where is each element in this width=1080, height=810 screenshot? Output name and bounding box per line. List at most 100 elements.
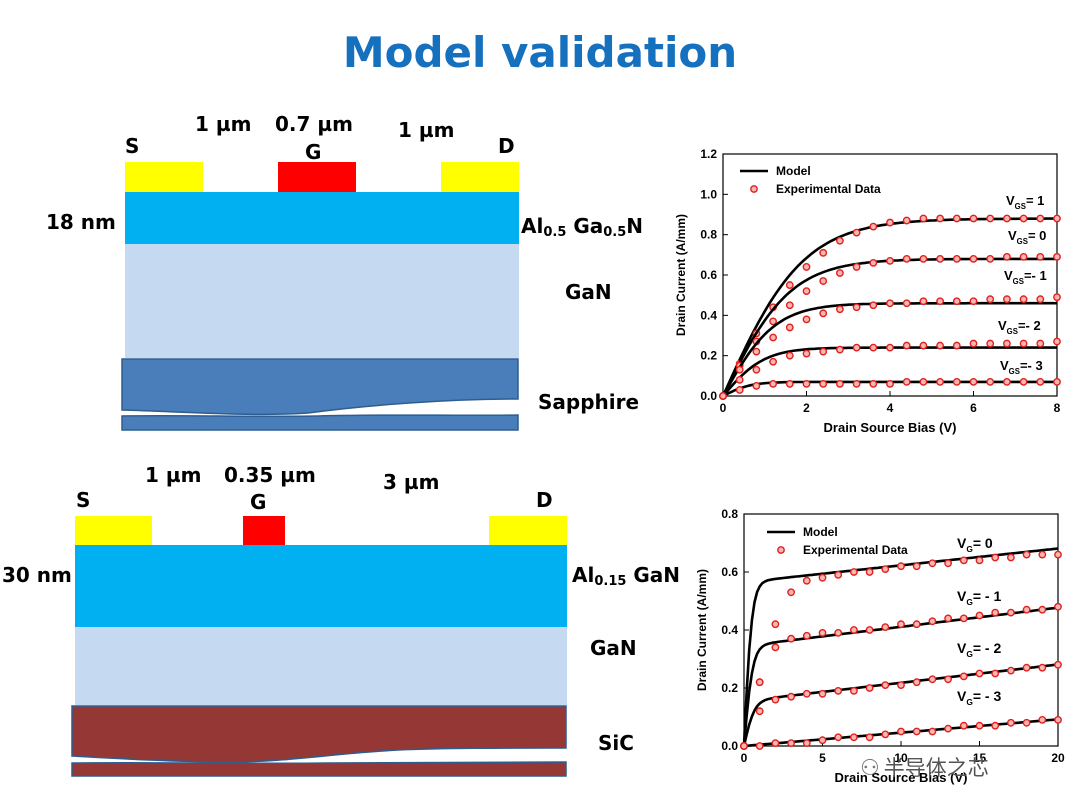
experimental-point bbox=[1053, 293, 1061, 302]
legend-model-label: Model bbox=[803, 525, 838, 539]
experimental-point bbox=[936, 214, 944, 223]
experimental-point bbox=[969, 254, 978, 263]
experimental-point bbox=[1003, 377, 1011, 386]
experimental-point bbox=[769, 379, 777, 388]
experimental-point bbox=[752, 347, 761, 356]
experimental-point bbox=[818, 689, 827, 698]
sg-gap-label-2: 1 µm bbox=[145, 463, 202, 487]
experimental-point bbox=[1007, 718, 1015, 727]
experimental-point bbox=[735, 386, 744, 394]
sg-gap-label-1: 1 µm bbox=[195, 112, 252, 136]
experimental-point bbox=[834, 733, 843, 742]
experimental-point bbox=[881, 681, 890, 689]
page-title: Model validation bbox=[342, 28, 738, 77]
experimental-point bbox=[986, 214, 995, 223]
substrate-layer-1 bbox=[121, 358, 519, 431]
watermark: ⚇ 半导体之芯 bbox=[860, 752, 989, 782]
experimental-point bbox=[986, 254, 995, 263]
y-tick-label: 0.0 bbox=[700, 389, 717, 403]
curve-label: VGS= 1 bbox=[1006, 193, 1044, 211]
experimental-point bbox=[1003, 295, 1011, 304]
curve-label: VGS=- 3 bbox=[1000, 358, 1043, 376]
experimental-point bbox=[1054, 550, 1062, 559]
experimental-point bbox=[852, 228, 861, 237]
experimental-point bbox=[850, 626, 858, 634]
legend-experimental-label: Experimental Data bbox=[803, 543, 908, 557]
experimental-point bbox=[836, 236, 844, 245]
experimental-point bbox=[944, 614, 952, 623]
experimental-point bbox=[818, 573, 827, 582]
experimental-point bbox=[1054, 716, 1062, 724]
y-tick-label: 0.4 bbox=[721, 623, 738, 637]
experimental-point bbox=[852, 379, 861, 388]
experimental-point bbox=[1007, 553, 1015, 562]
experimental-point bbox=[771, 620, 780, 629]
experimental-point bbox=[928, 617, 937, 626]
experimental-point bbox=[1038, 663, 1047, 672]
curve-label: VG= - 3 bbox=[957, 688, 1001, 707]
experimental-point bbox=[735, 375, 744, 384]
experimental-point bbox=[902, 341, 911, 350]
experimental-point bbox=[834, 629, 843, 637]
curve-label: VG= - 1 bbox=[957, 588, 1001, 607]
experimental-point bbox=[852, 303, 861, 312]
experimental-point bbox=[836, 269, 844, 277]
experimental-point bbox=[1038, 716, 1047, 724]
experimental-point bbox=[1053, 377, 1061, 386]
experimental-point bbox=[991, 669, 1000, 678]
experimental-point bbox=[886, 299, 894, 308]
experimental-point bbox=[1003, 339, 1011, 348]
experimental-point bbox=[834, 687, 843, 695]
experimental-point bbox=[969, 377, 978, 386]
curve-label: VG= - 2 bbox=[957, 640, 1001, 659]
gate-label-2: G bbox=[250, 490, 267, 514]
experimental-point bbox=[836, 345, 844, 354]
channel-layer-2 bbox=[75, 627, 567, 705]
experimental-point bbox=[919, 254, 928, 263]
experimental-point bbox=[869, 258, 878, 267]
experimental-point bbox=[1038, 605, 1047, 614]
experimental-point bbox=[902, 216, 911, 225]
experimental-point bbox=[969, 214, 978, 223]
y-tick-label: 1.2 bbox=[700, 147, 717, 161]
legend-model-label: Model bbox=[776, 164, 811, 178]
y-tick-label: 0.6 bbox=[721, 565, 738, 579]
experimental-point bbox=[1022, 663, 1031, 672]
experimental-point bbox=[1036, 295, 1045, 304]
experimental-point bbox=[852, 343, 861, 352]
barrier-thickness-label-2: 30 nm bbox=[2, 563, 72, 587]
experimental-point bbox=[869, 379, 878, 388]
experimental-point bbox=[897, 562, 905, 571]
experimental-point bbox=[1007, 666, 1015, 675]
experimental-point bbox=[802, 263, 811, 271]
barrier-layer-1 bbox=[125, 192, 519, 244]
substrate-layer-2 bbox=[71, 705, 567, 777]
experimental-point bbox=[991, 721, 1000, 730]
experimental-point bbox=[769, 317, 777, 326]
experimental-point bbox=[819, 309, 828, 318]
iv-chart-top: 0 2 4 6 8 0.0 0.2 0.4 0.6 0.8 1.0 1.2 Drain Source B… bbox=[674, 147, 1061, 435]
experimental-point bbox=[936, 341, 944, 350]
source-contact-1 bbox=[125, 162, 203, 192]
experimental-point bbox=[902, 299, 911, 308]
experimental-point bbox=[787, 588, 795, 597]
experimental-point bbox=[771, 695, 780, 704]
y-axis-label: Drain Current (A/mm) bbox=[695, 569, 709, 691]
experimental-point bbox=[834, 571, 843, 579]
experimental-point bbox=[912, 678, 921, 687]
x-axis-label: Drain Source Bias (V) bbox=[835, 770, 968, 785]
source-contact-2 bbox=[75, 516, 152, 545]
experimental-point bbox=[865, 626, 874, 634]
experimental-point bbox=[852, 263, 861, 271]
x-tick-label: 4 bbox=[887, 401, 894, 415]
experimental-point bbox=[897, 681, 905, 689]
experimental-point bbox=[944, 675, 952, 684]
x-tick-label: 10 bbox=[894, 751, 908, 765]
experimental-point bbox=[1036, 214, 1045, 223]
gate-contact-1 bbox=[278, 162, 356, 192]
experimental-point bbox=[836, 379, 844, 388]
experimental-point bbox=[1022, 550, 1031, 559]
experimental-point bbox=[755, 678, 764, 687]
experimental-point bbox=[1019, 377, 1028, 386]
y-tick-label: 0.6 bbox=[700, 268, 717, 282]
